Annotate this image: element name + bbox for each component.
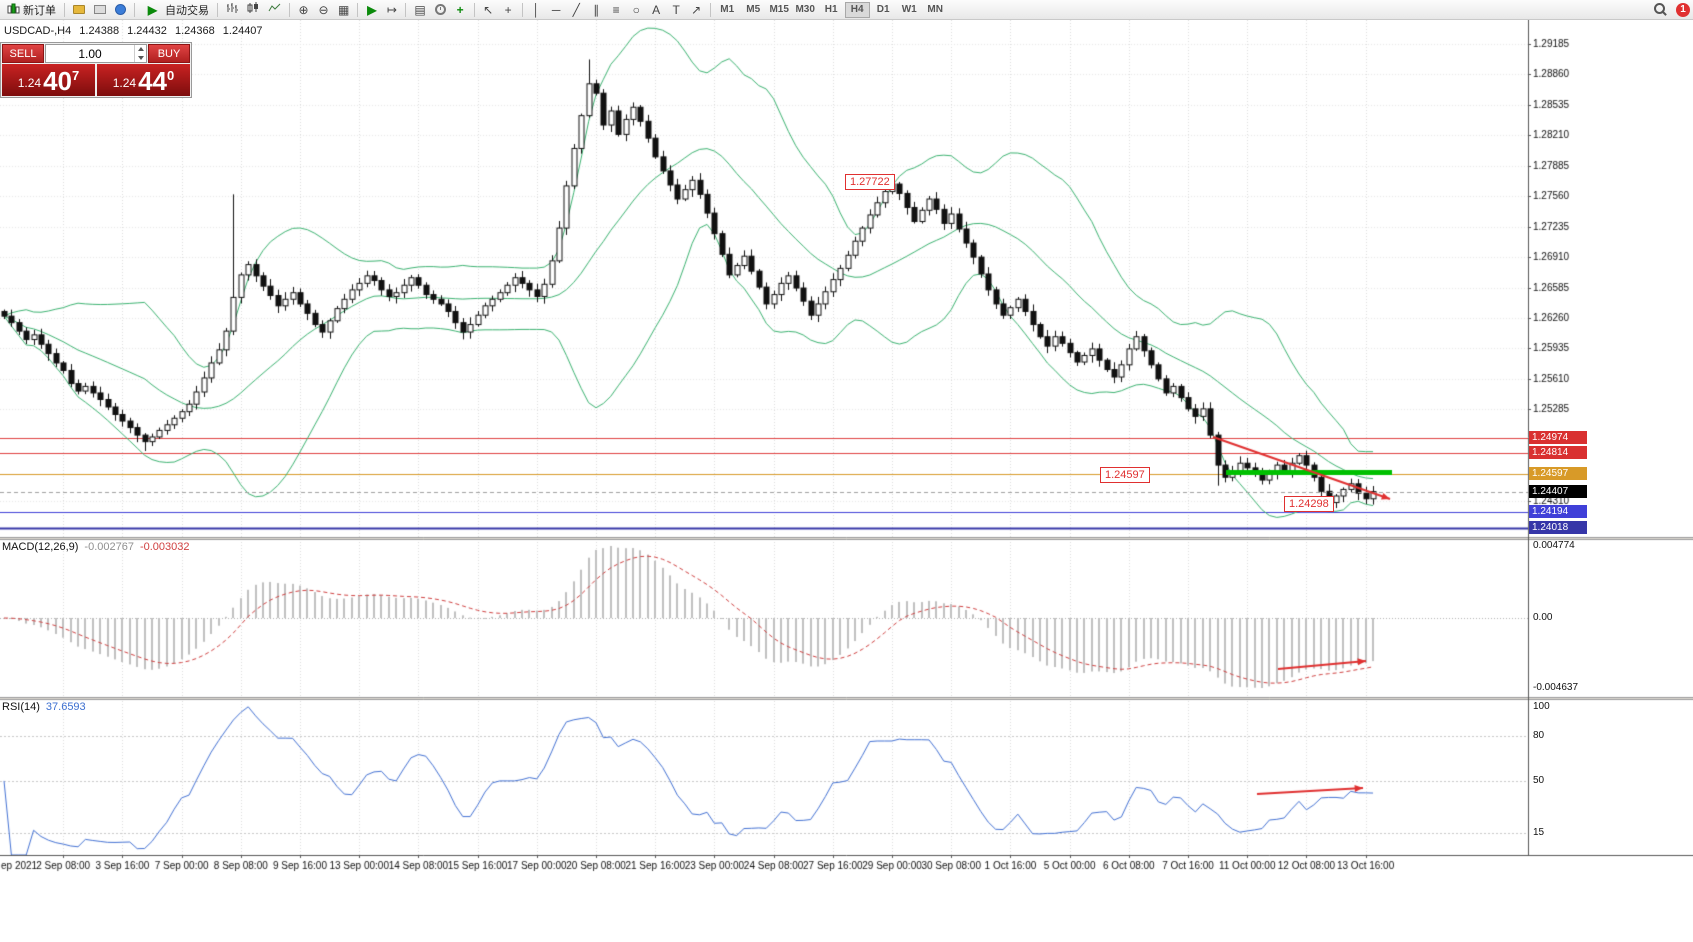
- chart-price-tag[interactable]: 1.24298: [1284, 496, 1334, 512]
- sell-price-button[interactable]: 1.24 40 7: [2, 64, 95, 96]
- shapes-button[interactable]: ○: [627, 1, 646, 19]
- chart-price-tag[interactable]: 1.27722: [845, 174, 895, 190]
- sell-button[interactable]: SELL: [2, 44, 44, 63]
- cursor-button[interactable]: ↖: [479, 1, 498, 19]
- volume-spin: [134, 45, 146, 62]
- notification-badge[interactable]: 1: [1676, 2, 1690, 17]
- sell-price-prefix: 1.24: [17, 76, 42, 90]
- sell-price-main: 40: [43, 66, 73, 96]
- sell-price-sup: 7: [72, 68, 80, 83]
- print-button[interactable]: [90, 1, 110, 19]
- tile-windows-button[interactable]: ▦: [334, 1, 353, 19]
- bar-chart-button[interactable]: [222, 1, 242, 19]
- toolbar-separator: [521, 2, 523, 17]
- buy-price-main: 44: [138, 66, 168, 96]
- line-chart-icon: [268, 2, 281, 18]
- buy-price-button[interactable]: 1.24 44 0: [97, 64, 190, 96]
- autotrading-label: 自动交易: [165, 4, 209, 17]
- search-icon: [1654, 3, 1667, 16]
- toolbar-separator: [134, 2, 135, 17]
- buy-price-prefix: 1.24: [112, 76, 137, 90]
- auto-scroll-button[interactable]: ▶: [362, 1, 381, 19]
- bar-chart-icon: [226, 2, 238, 18]
- ohlc-close: 1.24407: [222, 25, 263, 37]
- volume-input[interactable]: [46, 46, 134, 61]
- new-order-icon: [7, 3, 20, 17]
- macd-signal-value: -0.003032: [139, 541, 190, 553]
- profiles-button[interactable]: [69, 1, 89, 19]
- ohlc-low: 1.24368: [174, 25, 215, 37]
- chart-price-tag[interactable]: 1.24597: [1100, 467, 1150, 483]
- new-order-label: 新订单: [23, 4, 56, 17]
- timeframe-m1-button[interactable]: M1: [715, 2, 740, 18]
- volume-up-icon[interactable]: [137, 47, 144, 52]
- trendline-button[interactable]: ╱: [567, 1, 586, 19]
- new-order-button[interactable]: 新订单: [3, 1, 60, 19]
- print-icon: [94, 5, 106, 14]
- new-chart-button[interactable]: ▤: [410, 1, 429, 19]
- rsi-value: 37.6593: [45, 701, 86, 713]
- macd-main-value: -0.002767: [84, 541, 134, 553]
- zoom-in-button[interactable]: ⊕: [294, 1, 313, 19]
- ohlc-open: 1.24388: [79, 25, 120, 37]
- buy-price-sup: 0: [167, 68, 175, 83]
- volume-down-icon[interactable]: [137, 55, 144, 60]
- rsi-header: RSI(14) 37.6593: [2, 701, 86, 713]
- macd-header: MACD(12,26,9) -0.002767 -0.003032: [2, 541, 190, 553]
- timeframe-w1-button[interactable]: W1: [897, 2, 922, 18]
- main-toolbar: 新订单 ▶ 自动交易 ⊕ ⊖ ▦ ▶ ↦ ▤ + ↖ + │ ─ ╱ ∥ ≡: [0, 0, 1693, 20]
- toolbar-separator: [289, 2, 290, 17]
- timeframe-h4-button[interactable]: H4: [844, 1, 870, 18]
- trade-panel-price-row: 1.24 40 7 1.24 44 0: [2, 64, 190, 96]
- timeframe-mn-button[interactable]: MN: [923, 2, 948, 18]
- candle-chart-icon: [247, 1, 259, 18]
- toolbar-separator: [473, 2, 475, 17]
- timeframe-m5-button[interactable]: M5: [741, 2, 766, 18]
- ohlc-high: 1.24432: [127, 25, 167, 37]
- clock-icon: [434, 4, 446, 15]
- chart-ohlc-header: USDCAD-,H4 1.24388 1.24432 1.24368 1.244…: [4, 25, 268, 37]
- toolbar-separator: [405, 2, 407, 17]
- macd-name: MACD(12,26,9): [2, 541, 79, 553]
- search-button[interactable]: [1650, 1, 1671, 19]
- symbol-period-label: USDCAD-,H4: [4, 25, 72, 37]
- toolbar-separator: [709, 2, 711, 17]
- vertical-line-button[interactable]: │: [527, 1, 546, 19]
- periods-button[interactable]: [431, 1, 450, 19]
- channel-button[interactable]: ∥: [587, 1, 606, 19]
- toolbar-separator: [64, 2, 65, 17]
- line-chart-button[interactable]: [264, 1, 285, 19]
- fibonacci-button[interactable]: ≡: [607, 1, 626, 19]
- timeframe-m15-button[interactable]: M15: [767, 2, 792, 18]
- candle-chart-button[interactable]: [243, 1, 263, 19]
- autotrading-play-icon: ▶: [147, 2, 158, 17]
- indicators-button[interactable]: +: [451, 1, 470, 19]
- trade-panel-top-row: SELL BUY: [2, 44, 190, 63]
- horizontal-line-button[interactable]: ─: [547, 1, 566, 19]
- chart-shift-button[interactable]: ↦: [382, 1, 401, 19]
- profiles-icon: [73, 5, 85, 14]
- timeframe-d1-button[interactable]: D1: [871, 2, 896, 18]
- timeframe-m30-button[interactable]: M30: [793, 2, 818, 18]
- buy-button[interactable]: BUY: [148, 44, 190, 63]
- rsi-name: RSI(14): [2, 701, 40, 713]
- text-label-button[interactable]: T: [667, 1, 686, 19]
- data-window-button[interactable]: [111, 1, 130, 19]
- volume-stepper[interactable]: [45, 44, 147, 63]
- crosshair-button[interactable]: +: [499, 1, 518, 19]
- chart-canvas[interactable]: [0, 20, 1693, 880]
- data-window-icon: [115, 4, 126, 15]
- toolbar-separator: [357, 2, 359, 17]
- text-tool-button[interactable]: A: [647, 1, 666, 19]
- timeframe-h1-button[interactable]: H1: [819, 2, 844, 18]
- zoom-out-button[interactable]: ⊖: [314, 1, 333, 19]
- toolbar-separator: [217, 2, 218, 17]
- autotrading-button[interactable]: ▶ 自动交易: [139, 1, 213, 19]
- arrows-tool-button[interactable]: ↗: [687, 1, 706, 19]
